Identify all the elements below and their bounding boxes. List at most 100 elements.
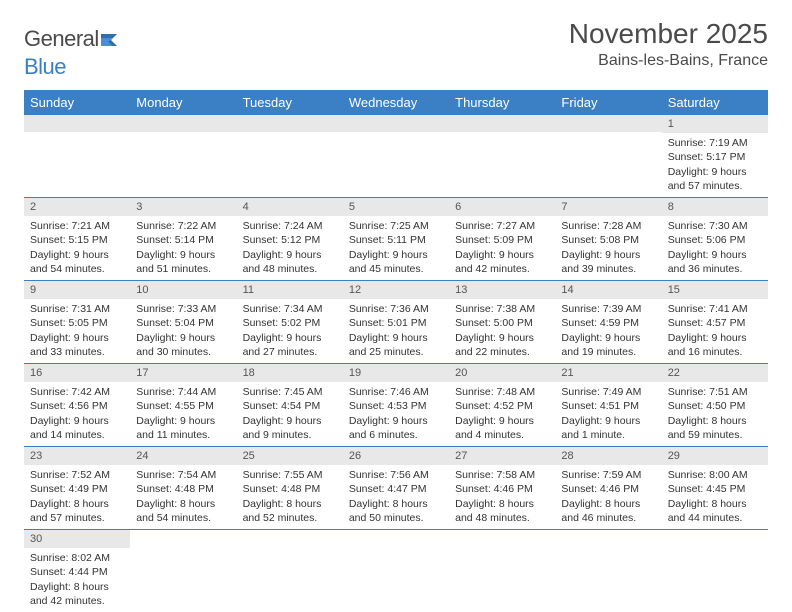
- day-line: and 45 minutes.: [349, 262, 443, 276]
- weekday-header: Sunday: [24, 90, 130, 115]
- day-line: Daylight: 9 hours: [668, 331, 762, 345]
- day-line: and 44 minutes.: [668, 511, 762, 525]
- day-line: Sunset: 4:45 PM: [668, 482, 762, 496]
- day-line: Sunset: 4:53 PM: [349, 399, 443, 413]
- day-number: 28: [555, 447, 661, 465]
- day-number: 22: [662, 364, 768, 382]
- day-line: Sunrise: 7:54 AM: [136, 468, 230, 482]
- day-content: Sunrise: 7:56 AMSunset: 4:47 PMDaylight:…: [343, 465, 449, 529]
- calendar-cell: 2Sunrise: 7:21 AMSunset: 5:15 PMDaylight…: [24, 197, 130, 280]
- day-line: Sunrise: 7:31 AM: [30, 302, 124, 316]
- calendar-table: SundayMondayTuesdayWednesdayThursdayFrid…: [24, 90, 768, 612]
- day-line: Sunrise: 7:36 AM: [349, 302, 443, 316]
- calendar-cell: 14Sunrise: 7:39 AMSunset: 4:59 PMDayligh…: [555, 280, 661, 363]
- day-line: Sunset: 5:00 PM: [455, 316, 549, 330]
- day-line: Sunset: 4:59 PM: [561, 316, 655, 330]
- day-line: and 39 minutes.: [561, 262, 655, 276]
- calendar-cell: 20Sunrise: 7:48 AMSunset: 4:52 PMDayligh…: [449, 363, 555, 446]
- day-line: and 48 minutes.: [243, 262, 337, 276]
- calendar-cell: 12Sunrise: 7:36 AMSunset: 5:01 PMDayligh…: [343, 280, 449, 363]
- day-content: Sunrise: 7:52 AMSunset: 4:49 PMDaylight:…: [24, 465, 130, 529]
- day-line: Daylight: 9 hours: [30, 414, 124, 428]
- calendar-cell: [449, 529, 555, 611]
- calendar-cell: 6Sunrise: 7:27 AMSunset: 5:09 PMDaylight…: [449, 197, 555, 280]
- calendar-cell: [662, 529, 768, 611]
- day-line: and 9 minutes.: [243, 428, 337, 442]
- page-title: November 2025: [569, 18, 768, 50]
- calendar-cell: 9Sunrise: 7:31 AMSunset: 5:05 PMDaylight…: [24, 280, 130, 363]
- calendar-cell: [130, 529, 236, 611]
- day-line: Sunset: 5:17 PM: [668, 150, 762, 164]
- day-line: Daylight: 8 hours: [455, 497, 549, 511]
- weekday-header: Saturday: [662, 90, 768, 115]
- day-line: Sunrise: 7:28 AM: [561, 219, 655, 233]
- day-line: Sunrise: 7:39 AM: [561, 302, 655, 316]
- day-line: Sunrise: 7:55 AM: [243, 468, 337, 482]
- day-line: Daylight: 9 hours: [668, 165, 762, 179]
- day-content: Sunrise: 7:39 AMSunset: 4:59 PMDaylight:…: [555, 299, 661, 363]
- calendar-cell: 15Sunrise: 7:41 AMSunset: 4:57 PMDayligh…: [662, 280, 768, 363]
- day-content: Sunrise: 7:42 AMSunset: 4:56 PMDaylight:…: [24, 382, 130, 446]
- day-line: Sunset: 4:51 PM: [561, 399, 655, 413]
- day-number: 18: [237, 364, 343, 382]
- calendar-cell: 16Sunrise: 7:42 AMSunset: 4:56 PMDayligh…: [24, 363, 130, 446]
- day-line: Daylight: 8 hours: [668, 497, 762, 511]
- calendar-cell: 8Sunrise: 7:30 AMSunset: 5:06 PMDaylight…: [662, 197, 768, 280]
- calendar-row: 23Sunrise: 7:52 AMSunset: 4:49 PMDayligh…: [24, 446, 768, 529]
- day-content: Sunrise: 7:33 AMSunset: 5:04 PMDaylight:…: [130, 299, 236, 363]
- day-number: 13: [449, 281, 555, 299]
- day-line: Sunrise: 7:19 AM: [668, 136, 762, 150]
- calendar-cell: [237, 529, 343, 611]
- day-line: Daylight: 9 hours: [243, 248, 337, 262]
- day-line: Sunrise: 7:46 AM: [349, 385, 443, 399]
- day-line: Sunset: 4:50 PM: [668, 399, 762, 413]
- day-number: 23: [24, 447, 130, 465]
- location: Bains-les-Bains, France: [569, 52, 768, 70]
- calendar-cell: 17Sunrise: 7:44 AMSunset: 4:55 PMDayligh…: [130, 363, 236, 446]
- day-number: 26: [343, 447, 449, 465]
- day-line: and 51 minutes.: [136, 262, 230, 276]
- day-line: Daylight: 9 hours: [561, 248, 655, 262]
- day-content: Sunrise: 7:19 AMSunset: 5:17 PMDaylight:…: [662, 133, 768, 197]
- day-content: Sunrise: 7:36 AMSunset: 5:01 PMDaylight:…: [343, 299, 449, 363]
- day-line: Sunrise: 7:41 AM: [668, 302, 762, 316]
- day-line: Sunrise: 7:38 AM: [455, 302, 549, 316]
- day-number: 6: [449, 198, 555, 216]
- day-line: Sunset: 4:55 PM: [136, 399, 230, 413]
- weekday-header: Tuesday: [237, 90, 343, 115]
- day-line: Sunrise: 7:21 AM: [30, 219, 124, 233]
- day-content: Sunrise: 7:59 AMSunset: 4:46 PMDaylight:…: [555, 465, 661, 529]
- calendar-cell: 29Sunrise: 8:00 AMSunset: 4:45 PMDayligh…: [662, 446, 768, 529]
- logo-part2: Blue: [24, 54, 66, 79]
- day-line: and 6 minutes.: [349, 428, 443, 442]
- day-line: and 19 minutes.: [561, 345, 655, 359]
- day-line: Daylight: 9 hours: [561, 414, 655, 428]
- day-line: Sunrise: 7:56 AM: [349, 468, 443, 482]
- day-content: Sunrise: 7:49 AMSunset: 4:51 PMDaylight:…: [555, 382, 661, 446]
- day-number: 30: [24, 530, 130, 548]
- day-line: and 33 minutes.: [30, 345, 124, 359]
- day-line: Sunrise: 7:48 AM: [455, 385, 549, 399]
- day-line: Sunrise: 8:02 AM: [30, 551, 124, 565]
- calendar-cell: 26Sunrise: 7:56 AMSunset: 4:47 PMDayligh…: [343, 446, 449, 529]
- day-number: 4: [237, 198, 343, 216]
- calendar-cell: [449, 115, 555, 197]
- day-line: Sunrise: 7:42 AM: [30, 385, 124, 399]
- calendar-cell: [555, 115, 661, 197]
- day-line: Sunrise: 8:00 AM: [668, 468, 762, 482]
- calendar-cell: 23Sunrise: 7:52 AMSunset: 4:49 PMDayligh…: [24, 446, 130, 529]
- day-line: Sunset: 5:02 PM: [243, 316, 337, 330]
- day-number: 17: [130, 364, 236, 382]
- calendar-cell: 7Sunrise: 7:28 AMSunset: 5:08 PMDaylight…: [555, 197, 661, 280]
- day-content: Sunrise: 7:22 AMSunset: 5:14 PMDaylight:…: [130, 216, 236, 280]
- day-line: Daylight: 8 hours: [561, 497, 655, 511]
- day-number: 2: [24, 198, 130, 216]
- day-content: Sunrise: 7:48 AMSunset: 4:52 PMDaylight:…: [449, 382, 555, 446]
- calendar-cell: 30Sunrise: 8:02 AMSunset: 4:44 PMDayligh…: [24, 529, 130, 611]
- day-line: Sunrise: 7:58 AM: [455, 468, 549, 482]
- calendar-cell: [24, 115, 130, 197]
- day-line: Daylight: 9 hours: [136, 248, 230, 262]
- day-line: Daylight: 8 hours: [243, 497, 337, 511]
- calendar-cell: 1Sunrise: 7:19 AMSunset: 5:17 PMDaylight…: [662, 115, 768, 197]
- day-number: 10: [130, 281, 236, 299]
